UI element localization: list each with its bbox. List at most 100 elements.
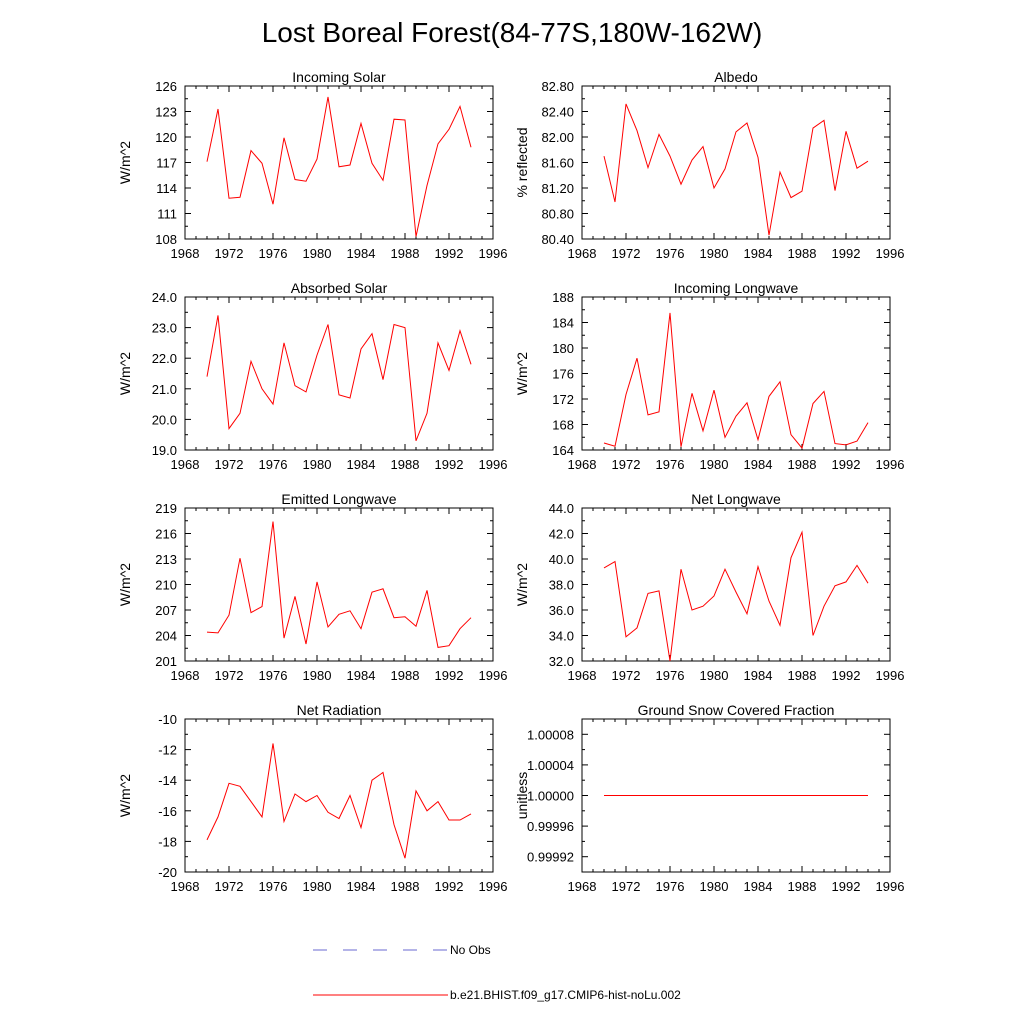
series-line-0: [206, 96, 472, 237]
series-line-0: [603, 530, 869, 662]
panel-title: Ground Snow Covered Fraction: [638, 702, 835, 718]
series-line-0: [206, 743, 472, 859]
y-tick-label: 201: [155, 654, 177, 669]
y-tick-label: 213: [155, 552, 177, 567]
chart-panel-6: Net Radiation W/m^2 1968 1972 1976 1980 1984 19…: [117, 702, 507, 894]
x-tick-label: 1980: [303, 879, 332, 894]
x-tick-label: 1968: [568, 457, 597, 472]
x-tick-label: 1976: [259, 246, 288, 261]
page-title: Lost Boreal Forest(84-77S,180W-162W): [262, 17, 763, 48]
x-tick-label: 1980: [303, 668, 332, 683]
y-tick-label: 207: [155, 603, 177, 618]
x-tick-label: 1984: [347, 668, 376, 683]
y-axis-label: W/m^2: [514, 352, 530, 395]
chart-panel-7: Ground Snow Covered Fraction unitless 1968…: [514, 702, 904, 894]
y-tick-label: 80.40: [541, 232, 574, 247]
x-tick-label: 1988: [391, 668, 420, 683]
y-tick-label: 1.00004: [527, 758, 574, 773]
y-tick-label: 204: [155, 629, 177, 644]
x-tick-label: 1976: [656, 879, 685, 894]
x-tick-label: 1988: [788, 879, 817, 894]
y-tick-label: 0.99996: [527, 819, 574, 834]
y-tick-label: 120: [155, 130, 177, 145]
x-tick-label: 1996: [876, 246, 905, 261]
series-line-0: [603, 312, 869, 450]
plot-frame: [184, 296, 494, 451]
y-axis-label: unitless: [514, 772, 530, 819]
y-tick-label: 81.20: [541, 181, 574, 196]
chart-panel-4: Emitted Longwave W/m^2 1968 1972 1976 1980 198…: [117, 491, 507, 683]
panel-title: Emitted Longwave: [281, 491, 396, 507]
x-tick-label: 1968: [568, 879, 597, 894]
x-tick-label: 1984: [347, 879, 376, 894]
x-tick-label: 1980: [700, 246, 729, 261]
x-tick-label: 1976: [656, 457, 685, 472]
x-tick-label: 1972: [215, 246, 244, 261]
y-tick-label: 188: [552, 290, 574, 305]
x-tick-label: 1980: [700, 457, 729, 472]
chart-panel-0: Incoming Solar W/m^2 1968 1972 1976 1980 1984 1…: [117, 69, 507, 261]
y-tick-label: 184: [552, 316, 574, 331]
x-tick-label: 1984: [744, 246, 773, 261]
x-tick-label: 1988: [391, 879, 420, 894]
y-tick-label: 82.40: [541, 105, 574, 120]
x-tick-label: 1976: [656, 668, 685, 683]
x-tick-label: 1972: [612, 457, 641, 472]
x-tick-label: 1992: [832, 457, 861, 472]
x-tick-label: 1988: [391, 246, 420, 261]
chart-panel-1: Albedo % reflected 1968 1972 1976 1980 1984 198…: [514, 69, 904, 261]
x-tick-label: 1972: [215, 879, 244, 894]
x-tick-label: 1992: [435, 246, 464, 261]
plot-frame: [184, 85, 494, 240]
y-tick-label: 36.0: [549, 603, 574, 618]
series-line-0: [603, 103, 869, 236]
y-tick-label: 172: [552, 392, 574, 407]
y-tick-label: 24.0: [152, 290, 177, 305]
x-tick-label: 1992: [435, 879, 464, 894]
panel-title: Absorbed Solar: [291, 280, 388, 296]
x-tick-label: 1996: [479, 668, 508, 683]
x-tick-label: 1976: [259, 457, 288, 472]
plot-frame: [184, 507, 494, 662]
y-tick-label: 108: [155, 232, 177, 247]
y-tick-label: 180: [552, 341, 574, 356]
x-tick-label: 1976: [259, 879, 288, 894]
plot-frame: [581, 507, 891, 662]
y-tick-label: 40.0: [549, 552, 574, 567]
y-tick-label: 82.00: [541, 130, 574, 145]
y-tick-label: -14: [158, 773, 177, 788]
series-line-0: [206, 315, 472, 441]
panel-title: Albedo: [714, 69, 758, 85]
y-tick-label: -16: [158, 804, 177, 819]
chart-panel-5: Net Longwave W/m^2 1968 1972 1976 1980 1984 198…: [514, 491, 904, 683]
y-tick-label: 44.0: [549, 501, 574, 516]
x-tick-label: 1972: [612, 246, 641, 261]
plot-frame: [184, 718, 494, 873]
x-tick-label: 1992: [435, 668, 464, 683]
x-tick-label: 1984: [744, 879, 773, 894]
x-tick-label: 1976: [259, 668, 288, 683]
x-tick-label: 1968: [171, 668, 200, 683]
y-tick-label: -10: [158, 712, 177, 727]
x-tick-label: 1992: [832, 246, 861, 261]
x-tick-label: 1988: [391, 457, 420, 472]
y-tick-label: 32.0: [549, 654, 574, 669]
legend-label-model: b.e21.BHIST.f09_g17.CMIP6-hist-noLu.002: [450, 988, 681, 1002]
x-tick-label: 1992: [435, 457, 464, 472]
x-tick-label: 1988: [788, 668, 817, 683]
x-tick-label: 1996: [876, 457, 905, 472]
x-tick-label: 1988: [788, 246, 817, 261]
y-tick-label: 34.0: [549, 629, 574, 644]
x-tick-label: 1988: [788, 457, 817, 472]
y-tick-label: 23.0: [152, 321, 177, 336]
y-tick-label: 1.00008: [527, 727, 574, 742]
y-tick-label: 42.0: [549, 527, 574, 542]
panel-title: Incoming Solar: [292, 69, 386, 85]
legend: No Obs b.e21.BHIST.f09_g17.CMIP6-hist-no…: [313, 943, 681, 1002]
y-tick-label: 20.0: [152, 412, 177, 427]
x-tick-label: 1968: [568, 246, 597, 261]
x-tick-label: 1968: [171, 246, 200, 261]
plot-frame: [581, 296, 891, 451]
y-tick-label: 0.99992: [527, 850, 574, 865]
